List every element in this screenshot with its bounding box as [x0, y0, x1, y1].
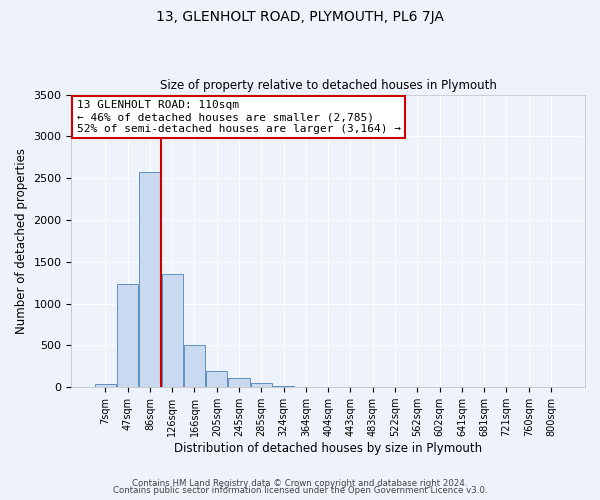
- Text: 13 GLENHOLT ROAD: 110sqm
← 46% of detached houses are smaller (2,785)
52% of sem: 13 GLENHOLT ROAD: 110sqm ← 46% of detach…: [77, 100, 401, 134]
- Bar: [206, 371, 227, 387]
- Text: Contains public sector information licensed under the Open Government Licence v3: Contains public sector information licen…: [113, 486, 487, 495]
- Bar: [273, 386, 294, 387]
- Text: Contains HM Land Registry data © Crown copyright and database right 2024.: Contains HM Land Registry data © Crown c…: [132, 478, 468, 488]
- Bar: [251, 384, 272, 387]
- Bar: [139, 172, 160, 387]
- Bar: [161, 274, 183, 387]
- Bar: [95, 384, 116, 387]
- Text: 13, GLENHOLT ROAD, PLYMOUTH, PL6 7JA: 13, GLENHOLT ROAD, PLYMOUTH, PL6 7JA: [156, 10, 444, 24]
- Bar: [117, 284, 138, 387]
- X-axis label: Distribution of detached houses by size in Plymouth: Distribution of detached houses by size …: [174, 442, 482, 455]
- Y-axis label: Number of detached properties: Number of detached properties: [15, 148, 28, 334]
- Title: Size of property relative to detached houses in Plymouth: Size of property relative to detached ho…: [160, 79, 497, 92]
- Bar: [184, 346, 205, 387]
- Bar: [229, 378, 250, 387]
